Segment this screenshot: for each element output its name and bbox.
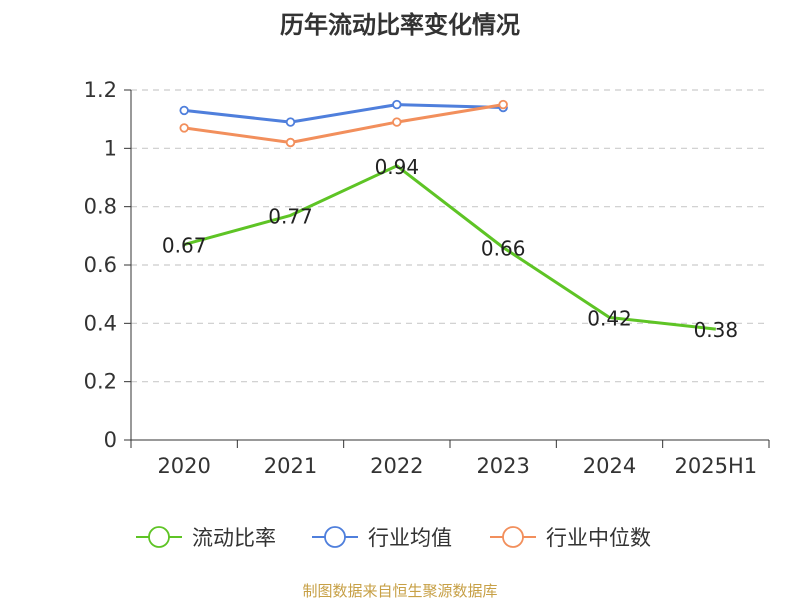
series-marker [392,117,402,127]
legend-swatch-marker [148,526,170,548]
series-line-0 [183,164,716,331]
source-note: 制图数据来自恒生聚源数据库 [302,582,497,600]
legend-label: 流动比率 [192,526,276,550]
series-line-1 [184,103,504,124]
axes: 0 0.2 0.4 0.6 0.8 1 1.2 2020 2021 2022 2023 2024 202… [84,78,770,478]
legend[interactable]: 流动比率 行业均值 行业中位数 [136,526,651,550]
legend-item-0[interactable]: 流动比率 [136,526,276,550]
series-marker [498,99,508,110]
y-tick-label: 1.2 [84,78,117,102]
x-tick-label: 2020 [157,454,210,478]
y-tick-label: 0 [104,428,117,452]
y-tick-label: 0.8 [84,195,117,219]
x-tick-label: 2025H1 [675,454,758,478]
x-tick-label: 2022 [370,454,423,478]
legend-item-1[interactable]: 行业均值 [312,526,452,550]
y-tick-label: 0.6 [84,253,117,277]
data-label: 0.77 [268,204,313,228]
data-label: 0.67 [162,234,207,258]
data-label: 0.66 [481,237,526,261]
series-marker [179,105,189,116]
legend-swatch-marker [324,526,346,548]
series-lines [179,99,716,331]
data-label: 0.42 [587,307,632,331]
series-marker [392,99,402,110]
legend-label: 行业中位数 [546,526,651,550]
series-line-2 [183,103,504,144]
data-label: 0.94 [375,155,420,179]
legend-label: 行业均值 [368,526,452,550]
y-tick-label: 1 [104,136,117,160]
legend-swatch-marker [502,526,524,548]
data-label: 0.38 [694,318,739,342]
y-tick-label: 0.4 [84,311,117,335]
data-labels: 0.67 0.77 0.94 0.66 0.42 0.38 [162,155,738,342]
x-tick-label: 2021 [264,454,317,478]
series-marker [179,123,189,133]
y-tick-label: 0.2 [84,370,117,394]
chart-title: 历年流动比率变化情况 [280,11,520,39]
series-marker [285,137,296,148]
x-tick-label: 2023 [476,454,529,478]
legend-item-2[interactable]: 行业中位数 [490,526,651,550]
x-tick-label: 2024 [583,454,636,478]
series-marker [285,117,296,127]
